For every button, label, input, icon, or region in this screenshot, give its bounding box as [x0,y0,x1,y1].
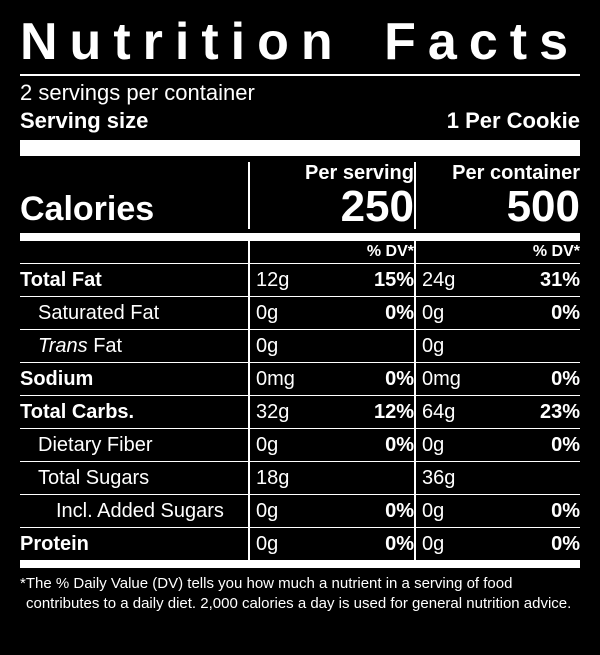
nutrition-facts-title: Nutrition Facts [20,16,580,74]
nutrient-row: Protein0g0%0g0% [20,527,580,560]
nutrient-col: 0g0% [414,528,580,560]
servings-per-container: 2 servings per container [20,76,580,108]
nutrient-row: Total Carbs.32g12%64g23% [20,395,580,428]
nutrient-row: Sodium0mg0%0mg0% [20,362,580,395]
nutrient-row: Total Fat12g15%24g31% [20,263,580,296]
nutrient-dv [501,332,580,360]
nutrient-dv: 0% [501,497,580,525]
nutrient-col: 0g0% [414,495,580,527]
nutrient-name: Saturated Fat [20,297,248,329]
nutrient-row: Trans Fat 0g 0g [20,329,580,362]
nutrient-table: Total Fat12g15%24g31%Saturated Fat0g0%0g… [20,263,580,560]
nutrient-col: 0g0% [414,297,580,329]
nutrient-amount: 32g [256,398,335,426]
nutrient-row: Total Sugars 18g 36g [20,461,580,494]
nutrient-amount: 0g [422,431,501,459]
nutrient-col: 24g31% [414,264,580,296]
nutrient-name: Total Fat [20,264,248,296]
calories-label: Calories [20,190,248,229]
nutrient-dv: 0% [501,299,580,327]
nutrient-name: Sodium [20,363,248,395]
nutrient-col: 0g0% [414,429,580,461]
nutrient-amount: 24g [422,266,501,294]
nutrient-name: Incl. Added Sugars [20,495,248,527]
nutrient-dv: 0% [501,431,580,459]
nutrient-col: 0mg0% [248,363,414,395]
nutrient-dv: 23% [501,398,580,426]
nutrient-dv [335,332,414,360]
nutrient-name: Total Carbs. [20,396,248,428]
nutrient-amount: 0mg [256,365,335,393]
nutrient-dv: 31% [501,266,580,294]
nutrient-col: 0mg0% [414,363,580,395]
nutrient-amount: 0g [422,530,501,558]
nutrient-col: 18g [248,462,414,494]
nutrient-col: 0g0% [248,528,414,560]
nutrient-amount: 0g [256,332,335,360]
nutrient-dv: 0% [335,365,414,393]
dv-header-row: % DV* % DV* [20,241,580,263]
nutrient-amount: 0g [256,530,335,558]
nutrient-dv: 0% [335,530,414,558]
dv-header-container: % DV* [414,241,580,263]
nutrient-amount: 0g [422,299,501,327]
serving-size-label: Serving size [20,108,148,134]
nutrient-amount: 12g [256,266,335,294]
nutrient-dv: 0% [335,431,414,459]
nutrient-amount: 0g [422,332,501,360]
nutrient-dv: 0% [501,365,580,393]
nutrient-amount: 0g [256,497,335,525]
nutrient-col: 0g0% [248,429,414,461]
nutrient-col: 0g [248,330,414,362]
nutrient-dv: 12% [335,398,414,426]
nutrient-col: 12g15% [248,264,414,296]
nutrient-col: 0g0% [248,495,414,527]
nutrient-row: Dietary Fiber0g0%0g0% [20,428,580,461]
nutrient-dv: 15% [335,266,414,294]
nutrient-amount: 0g [256,431,335,459]
nutrient-amount: 0g [422,497,501,525]
nutrient-amount: 0mg [422,365,501,393]
nutrient-name: Protein [20,528,248,560]
nutrient-col: 0g [414,330,580,362]
nutrient-row: Saturated Fat0g0%0g0% [20,296,580,329]
nutrient-name: Dietary Fiber [20,429,248,461]
nutrient-dv: 0% [501,530,580,558]
nutrient-dv [335,464,414,492]
calories-row: Calories Per serving 250 Per container 5… [20,156,580,233]
nutrient-amount: 36g [422,464,501,492]
nutrient-dv [501,464,580,492]
nutrient-amount: 0g [256,299,335,327]
nutrient-row: Incl. Added Sugars0g0%0g0% [20,494,580,527]
nutrient-col: 36g [414,462,580,494]
serving-size-value: 1 Per Cookie [447,108,580,134]
calories-per-container: 500 [424,185,580,229]
nutrient-name: Total Sugars [20,462,248,494]
nutrient-amount: 64g [422,398,501,426]
nutrient-dv: 0% [335,497,414,525]
dv-header-serving: % DV* [248,241,414,263]
nutrient-amount: 18g [256,464,335,492]
nutrient-name: Trans Fat [20,330,248,362]
dv-footnote: *The % Daily Value (DV) tells you how mu… [20,568,580,615]
nutrient-col: 64g23% [414,396,580,428]
calories-per-serving: 250 [258,185,414,229]
nutrient-dv: 0% [335,299,414,327]
nutrient-col: 32g12% [248,396,414,428]
nutrient-col: 0g0% [248,297,414,329]
